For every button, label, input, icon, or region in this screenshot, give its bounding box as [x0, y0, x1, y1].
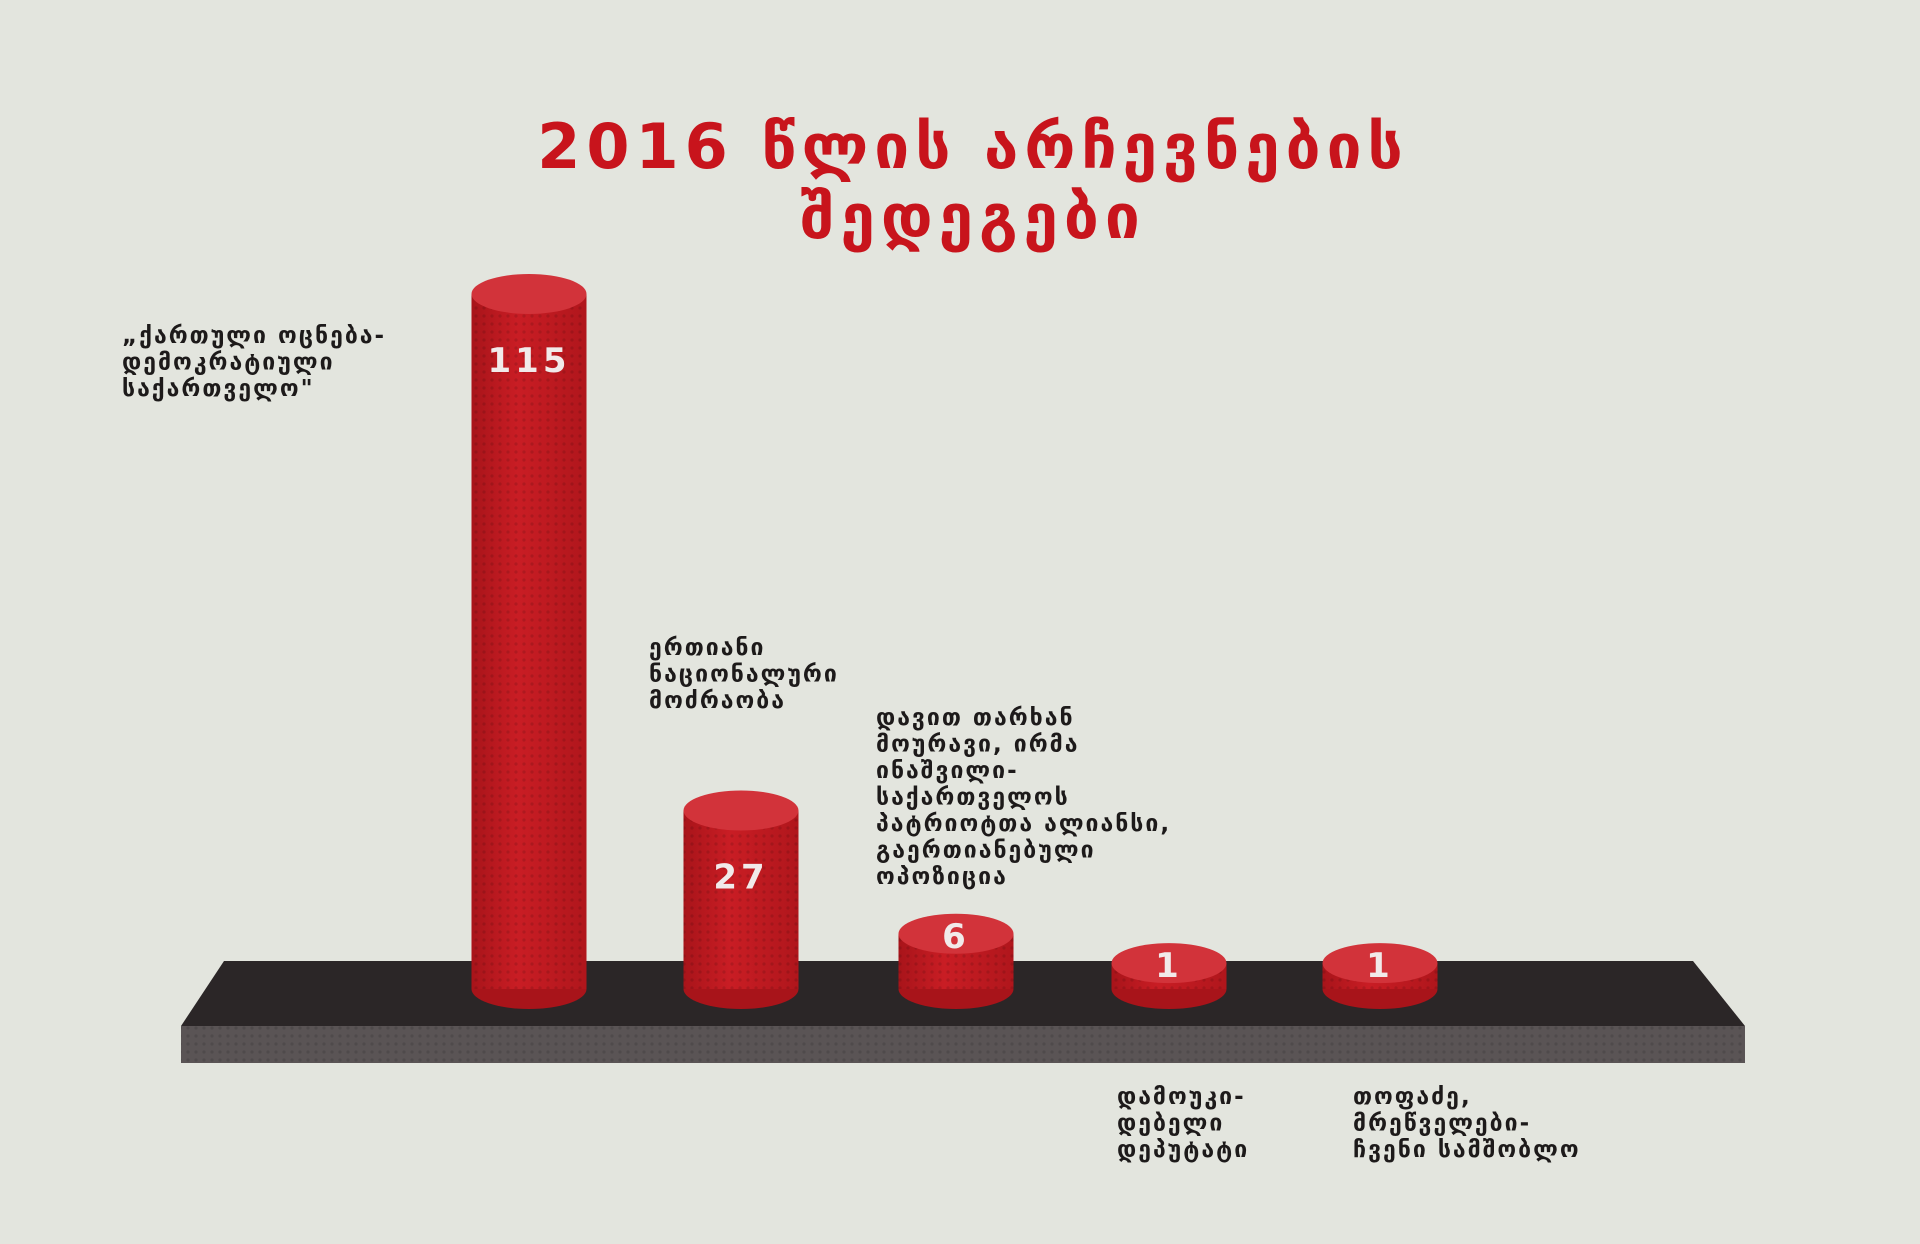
category-label-line: მოურავი, ირმა: [876, 732, 1079, 758]
bars: 115 27 6 1 1: [471, 273, 1438, 1009]
chart-title-line-1: 2016 წლის არჩევნების: [537, 110, 1409, 183]
bar-top: [898, 913, 1014, 954]
bar-top: [1322, 943, 1438, 984]
category-label-line: მოძრაობა: [649, 688, 786, 714]
bar: 1: [1322, 943, 1438, 1009]
chart-title-line-2: შედეგები: [800, 180, 1146, 253]
category-label-line: ნაციონალური: [649, 662, 839, 688]
category-label-line: დემოკრატიული: [122, 350, 335, 376]
category-label-line: მრეწველები-: [1353, 1111, 1531, 1137]
bar: 115: [471, 273, 587, 1009]
bar-top: [1111, 943, 1227, 984]
bar: 6: [898, 913, 1014, 1009]
bar: 1: [1111, 943, 1227, 1009]
category-label-line: ერთიანი: [649, 635, 765, 661]
category-label-line: ჩვენი სამშობლო: [1353, 1137, 1581, 1163]
category-label-line: საქართველოს: [876, 785, 1070, 811]
bar: 27: [683, 790, 799, 1009]
category-label-line: საქართველო": [122, 376, 315, 402]
category-label-line: დავით თარხან: [876, 705, 1075, 731]
category-label-line: დებელი: [1117, 1111, 1224, 1137]
category-label-line: ინაშვილი-: [876, 758, 1019, 784]
category-label-line: გაერთიანებული: [876, 838, 1096, 864]
category-label: თოფაძე,მრეწველები-ჩვენი სამშობლო: [1353, 1084, 1581, 1163]
bar-top: [471, 273, 587, 314]
value-label: 115: [488, 341, 571, 381]
category-label-line: პატრიოტთა ალიანსი,: [876, 811, 1171, 837]
value-label: 1: [1155, 946, 1183, 986]
category-label-line: დამოუკი-: [1117, 1084, 1246, 1110]
value-label: 1: [1366, 946, 1394, 986]
value-label: 6: [942, 917, 970, 957]
category-label-line: დეპუტატი: [1117, 1137, 1249, 1163]
value-label: 27: [713, 858, 768, 898]
bar-top: [683, 790, 799, 831]
category-label-line: ოპოზიცია: [876, 864, 1008, 890]
category-label-line: თოფაძე,: [1353, 1084, 1472, 1110]
category-label-line: „ქართული ოცნება-: [122, 323, 386, 349]
